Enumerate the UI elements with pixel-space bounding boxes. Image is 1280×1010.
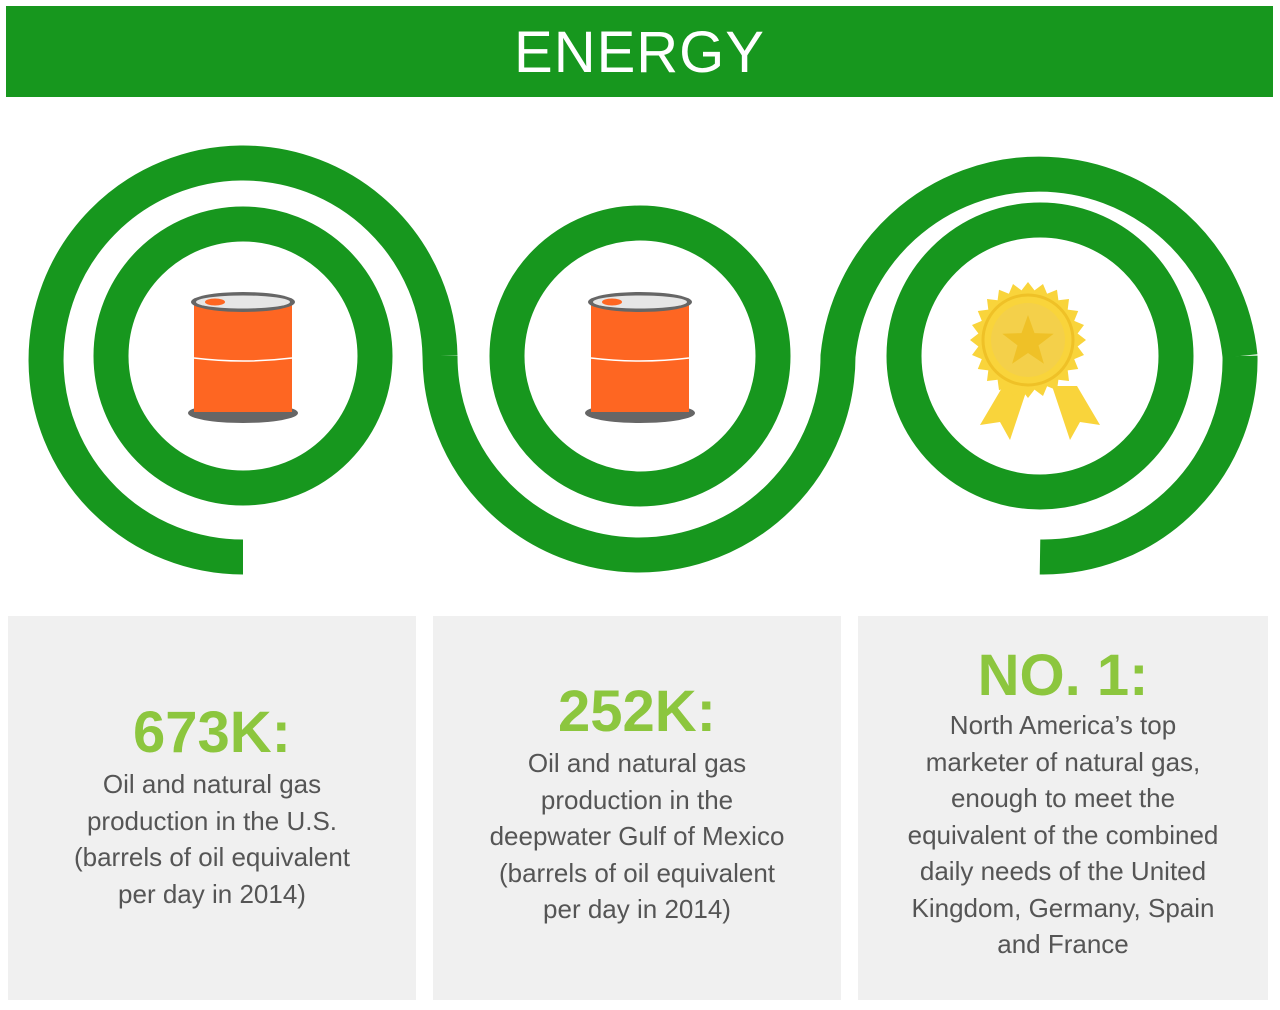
stat-description: Oil and natural gas production in the U.… <box>22 766 402 912</box>
spiral-band-middle <box>422 156 1258 573</box>
desc-line: and France <box>997 929 1129 959</box>
spiral-band-right <box>1039 355 1258 575</box>
ring-right <box>886 202 1194 510</box>
desc-line: (barrels of oil equivalent <box>73 842 351 872</box>
oil-barrel-icon <box>188 292 298 423</box>
spiral-band-left <box>28 145 458 575</box>
desc-line: production in the U.S. <box>86 805 338 836</box>
stat-value: 252K: <box>558 679 716 744</box>
desc-line: per day in 2014) <box>543 894 731 924</box>
desc-line: marketer of natural gas, <box>925 746 1201 777</box>
stat-description: Oil and natural gas production in the de… <box>447 745 827 928</box>
desc-line: Oil and natural gas <box>527 748 747 778</box>
award-medal-icon <box>970 282 1100 440</box>
desc-line: daily needs of the United <box>919 856 1207 886</box>
desc-line: (barrels of oil equivalent <box>498 857 776 888</box>
desc-line: production in the <box>540 784 734 815</box>
desc-line: per day in 2014) <box>118 878 306 909</box>
spiral-artwork <box>28 145 1258 575</box>
desc-line: Oil and natural gas <box>102 769 322 799</box>
title-banner: ENERGY <box>6 6 1273 97</box>
stat-card-us-production: 673K: Oil and natural gas production in … <box>8 616 416 1000</box>
page-title: ENERGY <box>514 19 765 85</box>
ring-left <box>93 206 393 506</box>
desc-line: Kingdom, Germany, Spain <box>911 892 1215 923</box>
desc-line: North America’s top <box>949 710 1177 740</box>
desc-line: deepwater Gulf of Mexico <box>489 821 785 851</box>
stat-card-top-marketer: NO. 1: North America’s top marketer of n… <box>858 616 1268 1000</box>
stat-description: North America’s top marketer of natural … <box>872 707 1254 963</box>
stat-value: NO. 1: <box>977 643 1149 708</box>
stat-card-gulf-production: 252K: Oil and natural gas production in … <box>433 616 841 1000</box>
stat-value: 673K: <box>133 700 291 765</box>
desc-line: enough to meet the <box>950 783 1176 813</box>
desc-line: equivalent of the combined <box>907 819 1219 850</box>
ring-middle <box>489 205 791 507</box>
oil-barrel-icon <box>585 292 695 423</box>
